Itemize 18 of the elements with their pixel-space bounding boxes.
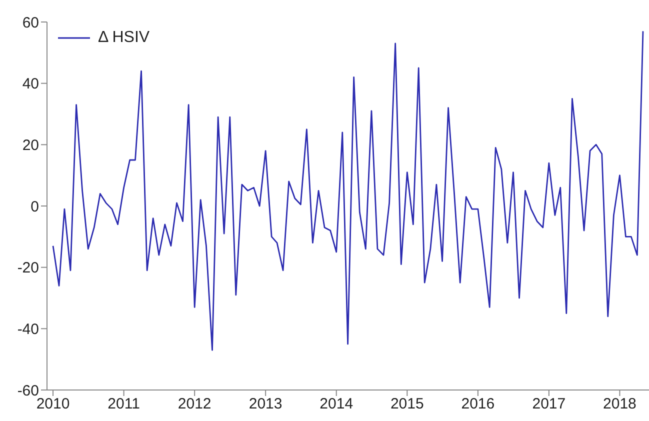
y-tick-label: -20 xyxy=(17,260,39,277)
x-tick-label: 2013 xyxy=(248,396,282,413)
x-tick-label: 2010 xyxy=(36,396,70,413)
x-tick-label: 2016 xyxy=(461,396,495,413)
y-tick-label: 40 xyxy=(22,76,39,93)
x-tick-label: 2012 xyxy=(178,396,212,413)
x-tick-label: 2015 xyxy=(390,396,424,413)
x-tick-label: 2018 xyxy=(603,396,636,413)
y-tick-label: 0 xyxy=(30,198,39,216)
x-tick-label: 2011 xyxy=(108,396,140,413)
x-tick-label: 2014 xyxy=(320,396,354,413)
legend-label: Δ HSIV xyxy=(98,28,150,48)
y-tick-label: -40 xyxy=(17,320,39,338)
x-tick-label: 2017 xyxy=(532,396,566,413)
line-series xyxy=(52,30,644,351)
y-tick-label: -60 xyxy=(17,382,39,400)
y-tick-label: 20 xyxy=(22,136,39,154)
y-tick-label: 60 xyxy=(22,14,39,32)
